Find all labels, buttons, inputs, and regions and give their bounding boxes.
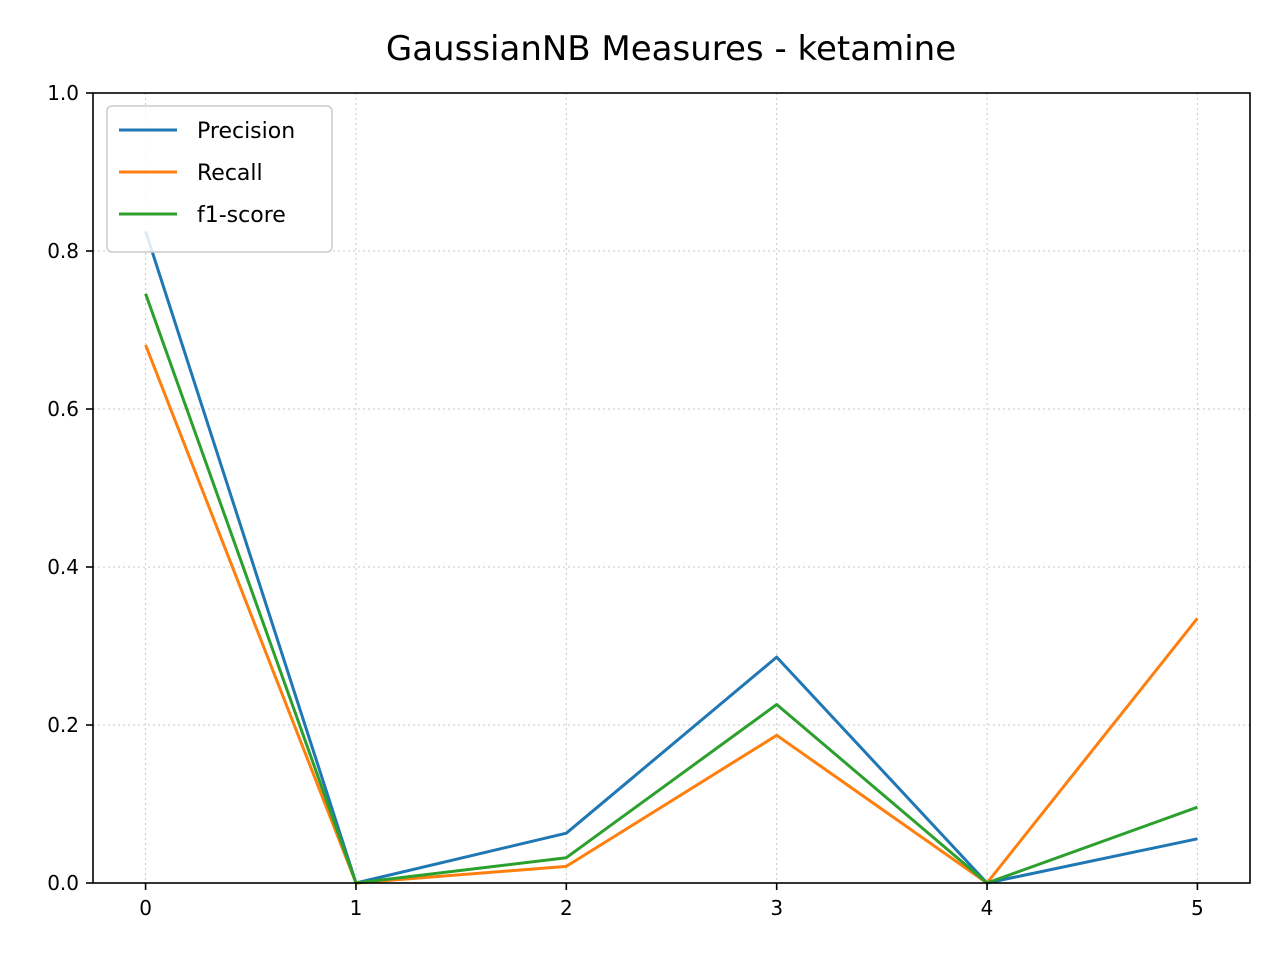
legend-label: f1-score bbox=[197, 203, 286, 228]
x-tick-label: 3 bbox=[770, 896, 783, 920]
y-tick-label: 0.4 bbox=[47, 555, 79, 579]
series-lines bbox=[146, 231, 1198, 883]
y-tick-label: 0.0 bbox=[47, 871, 79, 895]
x-tick-label: 2 bbox=[560, 896, 573, 920]
y-tick-label: 1.0 bbox=[47, 81, 79, 105]
x-tick-label: 4 bbox=[981, 896, 994, 920]
series-line-f1-score bbox=[146, 294, 1198, 883]
series-line-recall bbox=[146, 345, 1198, 883]
legend: Precision Recall f1-score bbox=[107, 106, 332, 252]
y-axis: 0.0 0.2 0.4 0.6 0.8 1.0 bbox=[47, 81, 93, 895]
x-axis: 0 1 2 3 4 5 bbox=[139, 883, 1204, 920]
x-tick-label: 1 bbox=[350, 896, 363, 920]
x-tick-label: 0 bbox=[139, 896, 152, 920]
y-tick-label: 0.2 bbox=[47, 713, 79, 737]
x-tick-label: 5 bbox=[1191, 896, 1204, 920]
legend-label: Recall bbox=[197, 161, 263, 186]
y-tick-label: 0.6 bbox=[47, 397, 79, 421]
chart-title: GaussianNB Measures - ketamine bbox=[386, 29, 956, 69]
legend-label: Precision bbox=[197, 119, 295, 144]
y-tick-label: 0.8 bbox=[47, 239, 79, 263]
series-line-precision bbox=[146, 231, 1198, 883]
